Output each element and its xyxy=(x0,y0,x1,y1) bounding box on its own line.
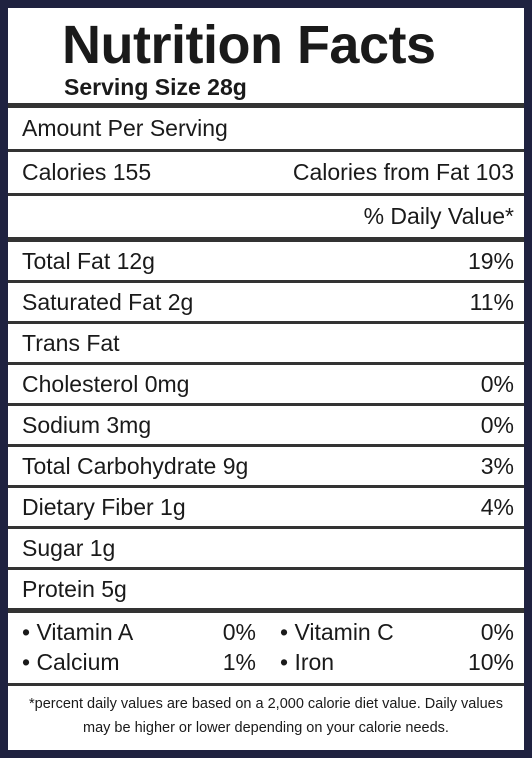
nutrient-row: Total Fat 12g 19% xyxy=(8,242,524,283)
vitamin-dv: 1% xyxy=(222,649,256,675)
nutrient-row: Dietary Fiber 1g 4% xyxy=(8,488,524,529)
nutrient-row: Trans Fat xyxy=(8,324,524,365)
serving-size: Serving Size 28g xyxy=(64,74,247,100)
nutrient-row: Total Carbohydrate 9g 3% xyxy=(8,447,524,488)
footnote: *percent daily values are based on a 2,0… xyxy=(29,696,503,736)
amount-per-serving: Amount Per Serving xyxy=(22,115,228,141)
nutrient-name: Saturated Fat 2g xyxy=(22,288,194,315)
nutrient-row: Cholesterol 0mg 0% xyxy=(8,365,524,406)
nutrient-name: Protein 5g xyxy=(22,575,127,602)
nutrient-dv: 11% xyxy=(469,288,514,315)
calories-row: Calories 155 Calories from Fat 103 xyxy=(8,152,524,196)
nutrient-dv: 19% xyxy=(467,247,514,274)
vitamin-name: • Iron xyxy=(280,649,335,675)
calories: Calories 155 xyxy=(22,159,152,185)
vitamin-dv: 0% xyxy=(480,619,514,645)
nutrient-name: Total Carbohydrate 9g xyxy=(22,452,249,479)
vitamin-name: • Calcium xyxy=(22,649,120,675)
calories-from-fat: Calories from Fat 103 xyxy=(292,159,514,185)
nutrient-name: Sugar 1g xyxy=(22,534,116,561)
dv-header-row: % Daily Value* xyxy=(8,196,524,242)
vitamin-name: • Vitamin C xyxy=(280,619,394,645)
vitamin-dv: 10% xyxy=(467,649,514,675)
nutrient-dv: 4% xyxy=(480,493,514,520)
nutrient-name: Cholesterol 0mg xyxy=(22,370,190,397)
nutrient-name: Dietary Fiber 1g xyxy=(22,493,186,520)
header: Nutrition Facts Serving Size 28g xyxy=(8,8,524,108)
nutrient-name: Total Fat 12g xyxy=(22,247,155,274)
nutrient-dv: 0% xyxy=(480,411,514,438)
nutrient-name: Sodium 3mg xyxy=(22,411,152,438)
amount-row: Amount Per Serving xyxy=(8,108,524,152)
nutrient-dv: 3% xyxy=(480,452,514,479)
vitamin-dv: 0% xyxy=(222,619,256,645)
nutrient-row: Saturated Fat 2g 11% xyxy=(8,283,524,324)
daily-value-header: % Daily Value* xyxy=(363,203,514,229)
nutrient-row: Sodium 3mg 0% xyxy=(8,406,524,447)
title: Nutrition Facts xyxy=(62,15,436,75)
nutrient-row: Sugar 1g xyxy=(8,529,524,570)
nutrient-row: Protein 5g xyxy=(8,570,524,613)
vitamin-name: • Vitamin A xyxy=(22,619,134,645)
vitamins: • Vitamin A 0% • Vitamin C 0% • Calcium 1% • I… xyxy=(8,613,524,686)
nutrient-name: Trans Fat xyxy=(22,329,120,356)
nutrient-dv: 0% xyxy=(480,370,514,397)
